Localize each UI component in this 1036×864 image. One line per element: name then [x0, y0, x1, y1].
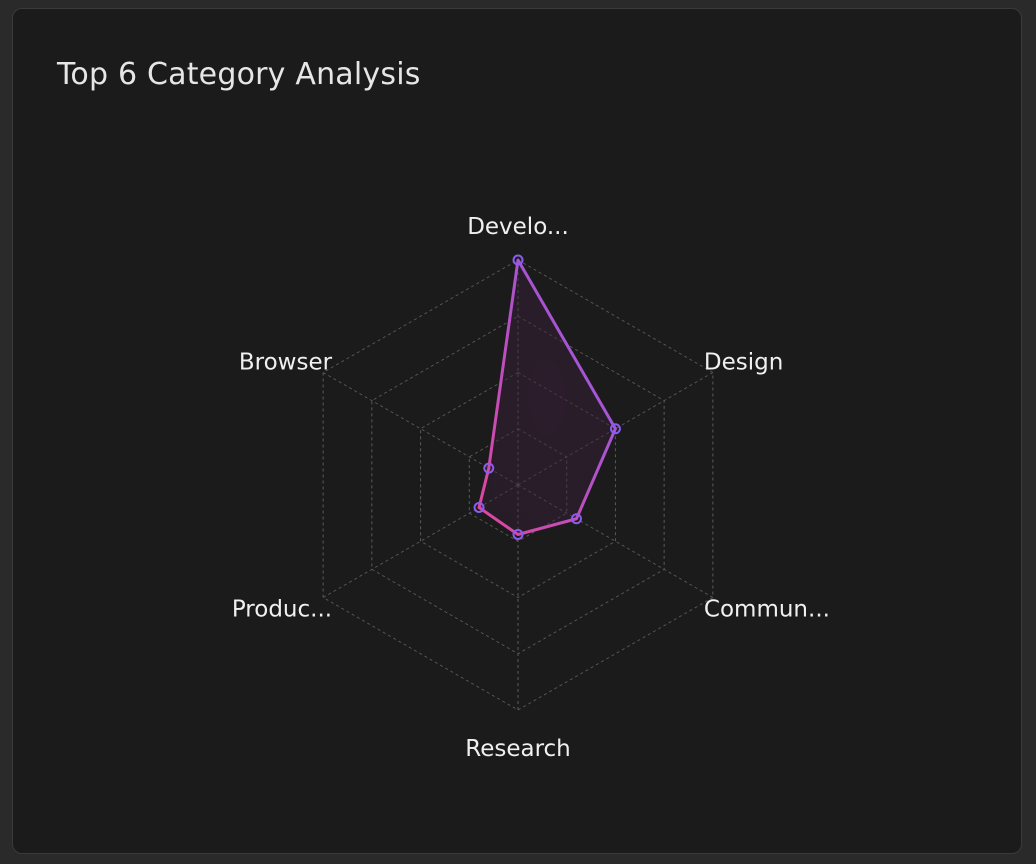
data-point-6[interactable] — [483, 462, 495, 474]
radar-series — [473, 254, 621, 540]
radar-chart: Develo... Design Commun... Research Produc..… — [232, 214, 830, 762]
data-point-4[interactable] — [512, 529, 524, 540]
chart-card: Top 6 Category Analysis Develo... Design C… — [12, 8, 1022, 854]
data-point-5[interactable] — [473, 502, 485, 513]
axis-label-4: Research — [465, 736, 571, 762]
axis-label-6: Browser — [239, 350, 333, 376]
axis-label-3: Commun... — [704, 597, 830, 623]
chart-title: Top 6 Category Analysis — [57, 57, 421, 92]
grid-ring — [420, 371, 616, 599]
data-point-1[interactable] — [512, 254, 524, 266]
axis-label-5: Produc... — [232, 597, 332, 623]
axis-label-2: Design — [704, 350, 783, 376]
data-point-3[interactable] — [570, 513, 582, 525]
data-point-2[interactable] — [609, 423, 621, 435]
radar-axis-labels: Develo... Design Commun... Research Produc..… — [232, 214, 830, 762]
series-area — [477, 258, 617, 536]
axis-label-1: Develo... — [467, 214, 569, 240]
